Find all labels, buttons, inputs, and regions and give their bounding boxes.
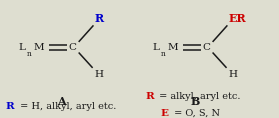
Text: n: n [27,50,31,58]
Text: n: n [160,50,165,58]
Text: A: A [57,96,66,107]
Text: H: H [228,70,237,79]
Text: L: L [18,43,25,52]
Text: B: B [191,96,200,107]
Text: R: R [145,92,154,101]
Text: E: E [160,109,169,118]
Text: C: C [203,43,210,52]
Text: = H, alkyl, aryl etc.: = H, alkyl, aryl etc. [17,102,117,111]
Text: L: L [152,43,159,52]
Text: = O, S, N: = O, S, N [171,109,220,118]
Text: R: R [6,102,14,111]
Text: M: M [167,43,178,52]
Text: H: H [94,70,103,79]
Text: ER: ER [229,13,246,24]
Text: R: R [95,13,104,24]
Text: M: M [33,43,44,52]
Text: C: C [69,43,76,52]
Text: = alkyl, aryl etc.: = alkyl, aryl etc. [156,92,241,101]
